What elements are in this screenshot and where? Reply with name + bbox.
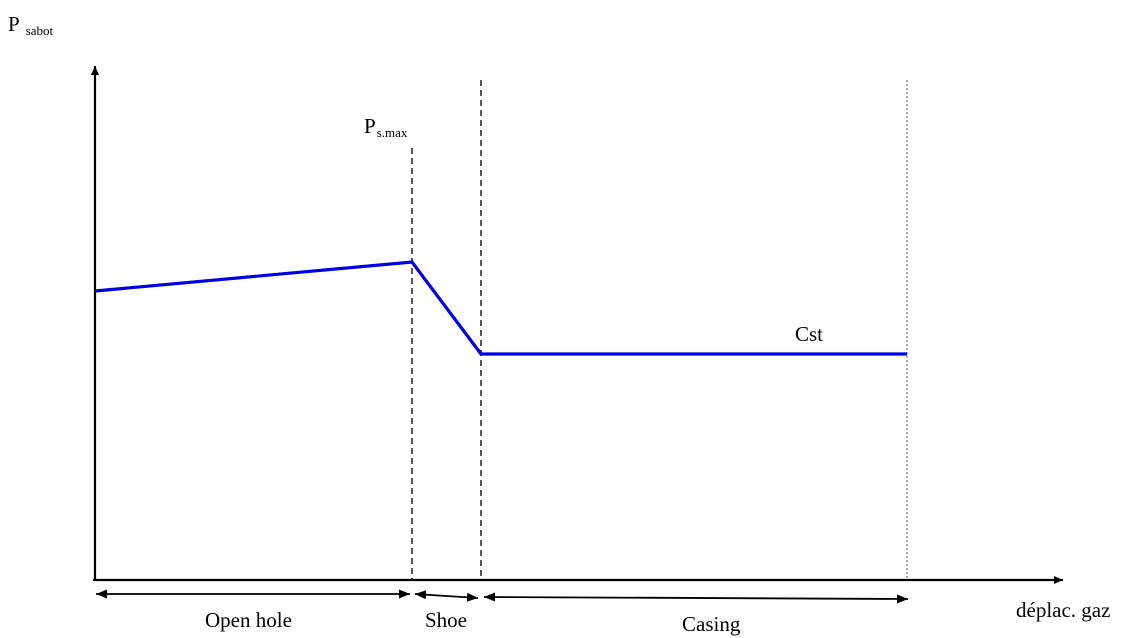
x-axis-label: déplac. gaz — [1016, 598, 1110, 622]
pressure-curve — [94, 260, 907, 356]
y-axis-label-sub: sabot — [26, 23, 54, 38]
peak-label-main: P — [364, 114, 376, 138]
segment-label-shoe: Shoe — [425, 608, 467, 632]
segment-label-casing: Casing — [682, 612, 741, 636]
peak-label: Ps.max — [364, 114, 408, 140]
casing-arrow — [483, 592, 909, 604]
segment-label-open-hole: Open hole — [205, 608, 292, 632]
constant-label: Cst — [795, 322, 823, 346]
y-axis-label-main: P — [8, 12, 20, 36]
shoe-arrow — [414, 590, 479, 602]
peak-label-sub: s.max — [377, 125, 408, 140]
